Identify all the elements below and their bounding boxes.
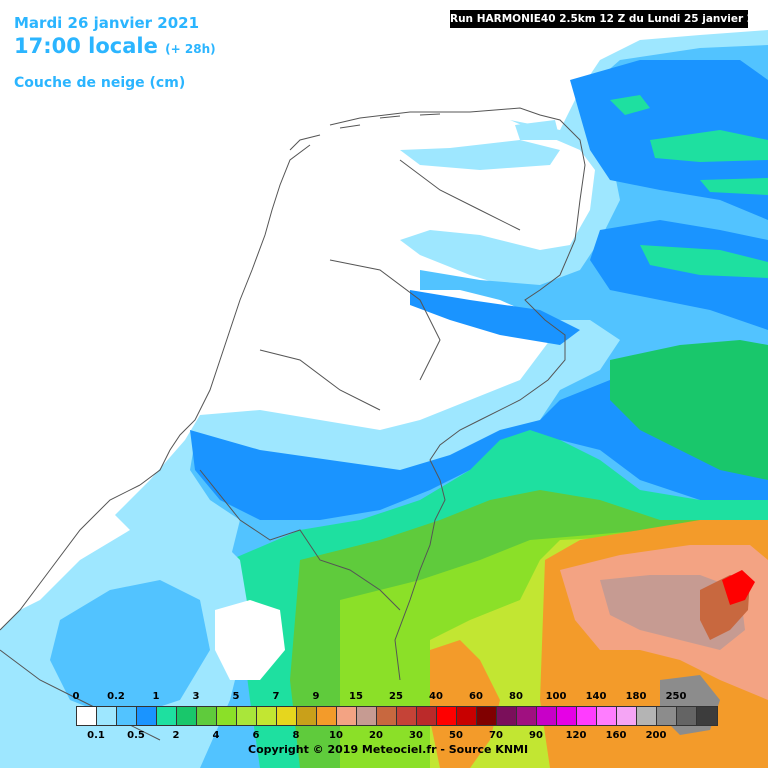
legend-tick-top: 140 [585,691,607,702]
legend-tick-top: 180 [625,691,647,702]
legend-tick-top: 15 [349,691,363,702]
snow-band-blue2 [590,220,768,330]
legend-swatch [477,707,497,725]
snow-band-blue3 [410,290,580,345]
legend-swatch [157,707,177,725]
copyright-notice: Copyright © 2019 Meteociel.fr - Source K… [248,743,529,756]
legend-swatch [537,707,557,725]
legend-swatch [77,707,97,725]
snow-field-sw-white2 [215,600,285,680]
legend-tick-bottom: 4 [212,730,220,741]
legend-tick-top: 60 [469,691,483,702]
legend-swatch [137,707,157,725]
snow-swirl-teal1 [610,95,650,115]
borders [0,107,586,741]
legend-swatch [237,707,257,725]
border-be-fr [0,649,161,741]
legend-tick-bottom: 30 [409,730,423,741]
legend-tick-bottom: 90 [529,730,543,741]
run-banner: Run HARMONIE40 2.5km 12 Z du Lundi 25 ja… [450,10,768,28]
legend-swatch [457,707,477,725]
snow-field-red [722,570,755,605]
legend-swatch [557,707,577,725]
legend-swatch [177,707,197,725]
legend-swatch [357,707,377,725]
legend-swatch [337,707,357,725]
legend-swatch [697,707,717,725]
legend-tick-top: 100 [545,691,567,702]
legend-tick-top: 7 [272,691,280,702]
legend-tick-bottom: 200 [645,730,667,741]
snow-field-orange-south [430,640,500,768]
border-interior-2 [259,349,381,411]
legend-tick-bottom: 6 [252,730,260,741]
legend-tick-bottom: 8 [292,730,300,741]
legend-swatch [377,707,397,725]
forecast-time: 17:00 locale (+ 28h) [14,34,216,58]
snow-swirl-teal3 [700,178,768,195]
legend-swatch [637,707,657,725]
legend-tick-top: 0.2 [107,691,125,702]
legend-tick-bottom: 20 [369,730,383,741]
legend-swatch [497,707,517,725]
legend-swatch [117,707,137,725]
legend-swatch [597,707,617,725]
coastline-nl [329,107,586,681]
legend-swatch [277,707,297,725]
legend-tick-bottom: 0.1 [87,730,105,741]
legend-swatch [657,707,677,725]
legend-tick-top: 80 [509,691,523,702]
border-interior-3 [399,159,521,231]
snow-field-north2 [515,120,560,140]
legend-swatch [257,707,277,725]
snow-field [0,30,768,768]
frisian-islands [289,113,441,151]
legend-swatch [677,707,697,725]
legend-swatch [297,707,317,725]
legend-swatch [577,707,597,725]
legend-tick-bottom: 120 [565,730,587,741]
legend-swatch [437,707,457,725]
snow-field-green-east [610,340,768,480]
legend-tick-top: 9 [312,691,320,702]
snow-swirl-teal2 [650,130,768,162]
legend-swatch [517,707,537,725]
snow-swirl-teal4 [640,245,768,278]
legend-swatch [317,707,337,725]
snow-field-sw2 [50,580,210,720]
border-be-nl [199,469,401,611]
coastline-west [139,144,311,486]
snow-field-sw-white [0,510,130,620]
forecast-time-value: 17:00 locale [14,34,158,58]
legend-swatch [417,707,437,725]
legend-swatch [397,707,417,725]
forecast-date: Mardi 26 janvier 2021 [14,14,200,32]
legend-tick-top: 3 [192,691,200,702]
legend-tick-top: 0 [72,691,80,702]
legend-tick-top: 250 [665,691,687,702]
legend-tick-bottom: 0.5 [127,730,145,741]
legend-tick-top: 1 [152,691,160,702]
legend-tick-bottom: 50 [449,730,463,741]
field-name: Couche de neige (cm) [14,75,186,91]
legend-tick-bottom: 2 [172,730,180,741]
legend-swatch [97,707,117,725]
legend-swatch [617,707,637,725]
snow-field-north [400,140,560,170]
legend-tick-top: 25 [389,691,403,702]
color-legend [76,706,718,726]
forecast-lead-time: (+ 28h) [165,42,216,56]
coastline-belgium [0,484,141,631]
legend-tick-bottom: 160 [605,730,627,741]
legend-tick-bottom: 10 [329,730,343,741]
legend-swatch [217,707,237,725]
border-interior-1 [329,259,441,381]
legend-tick-bottom: 70 [489,730,503,741]
legend-swatch [197,707,217,725]
legend-tick-top: 40 [429,691,443,702]
legend-tick-top: 5 [232,691,240,702]
